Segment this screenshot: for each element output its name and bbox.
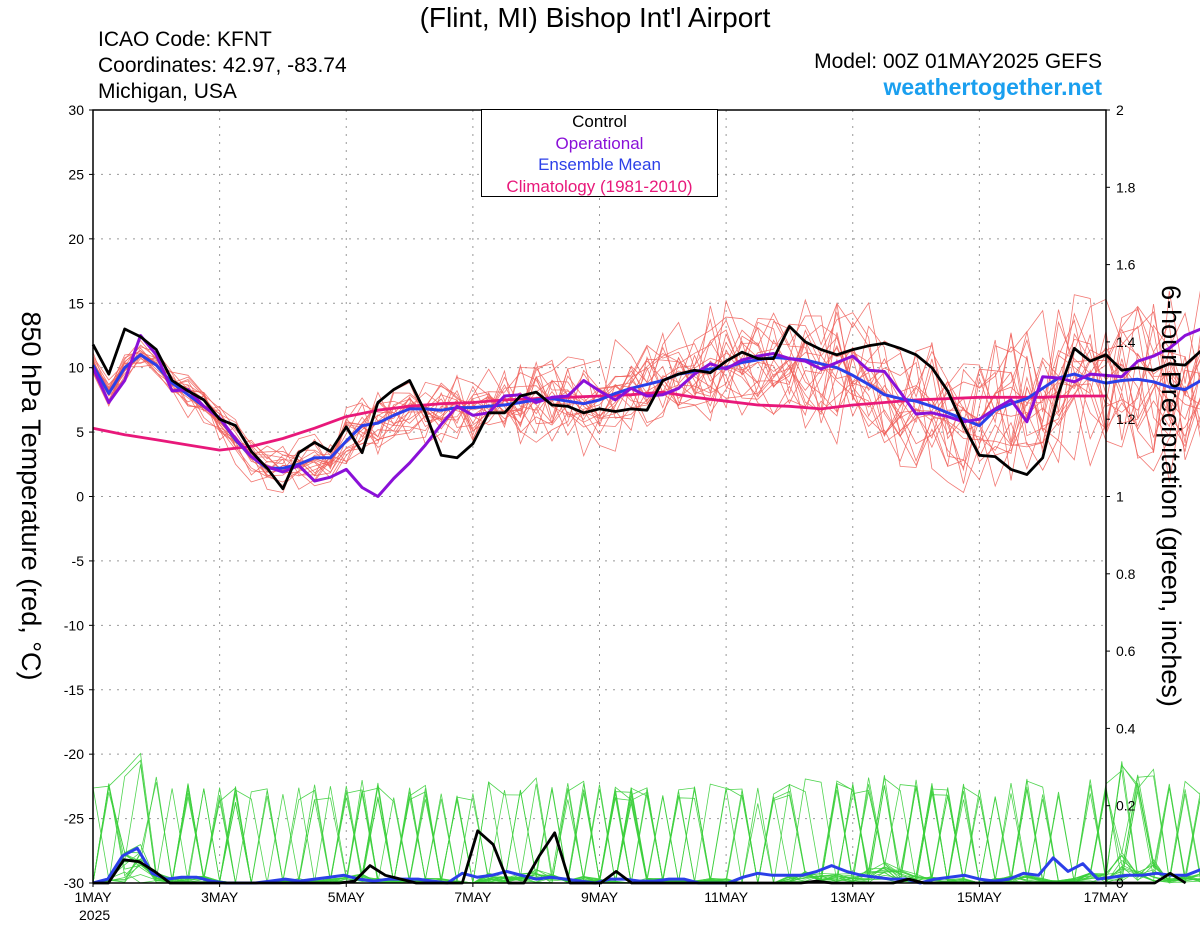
legend: Control Operational Ensemble Mean Climat… <box>481 109 718 197</box>
y-left-tick-label: -25 <box>64 811 84 827</box>
y-right-title: 6-hour Precipitation (green, inches) <box>1156 285 1186 707</box>
y-left-tick-label: 20 <box>68 231 84 247</box>
legend-operational: Operational <box>555 133 644 153</box>
y-right-tick-label: 1.6 <box>1116 257 1136 273</box>
y-left-tick-label: 30 <box>68 102 84 118</box>
x-tick-label: 15MAY <box>957 889 1003 905</box>
series-operational_temp <box>91 327 1200 498</box>
y-left-tick-label: 0 <box>76 489 84 505</box>
axis-titles: 850 hPa Temperature (red, °C) 6-hour Prec… <box>16 285 1186 707</box>
x-tick-label: 7MAY <box>454 889 492 905</box>
y-left-tick-label: 25 <box>68 166 84 182</box>
legend-control: Control <box>572 112 627 131</box>
ensemble-members <box>92 290 1200 884</box>
y-left-tick-label: 5 <box>76 424 84 440</box>
site-link[interactable]: weathertogether.net <box>883 74 1102 100</box>
axis-ticks: 302520151050-5-10-15-20-25-3021.81.61.41… <box>64 102 1136 923</box>
member-precip-line <box>92 785 1200 884</box>
x-tick-label: 17MAY <box>1084 889 1130 905</box>
chart-title: (Flint, MI) Bishop Int'l Airport <box>419 2 771 33</box>
y-right-tick-label: 1 <box>1116 489 1124 505</box>
y-left-tick-label: -10 <box>64 617 84 633</box>
legend-ensemble-mean: Ensemble Mean <box>538 155 661 174</box>
member-temp-line <box>92 301 1200 484</box>
series-mean_temp <box>91 353 1200 470</box>
x-tick-year: 2025 <box>79 907 110 923</box>
series-control_temp <box>91 324 1200 491</box>
legend-climatology: Climatology (1981-2010) <box>506 176 693 196</box>
y-right-tick-label: 1.2 <box>1116 411 1136 427</box>
y-right-tick-label: 0 <box>1116 875 1124 891</box>
series <box>91 324 1200 885</box>
series-climatology_temp <box>92 390 1106 452</box>
y-right-tick-label: 0.6 <box>1116 643 1136 659</box>
x-tick-label: 13MAY <box>830 889 876 905</box>
member-precip-line <box>92 788 1200 884</box>
y-right-tick-label: 2 <box>1116 102 1124 118</box>
member-temp-line <box>92 308 1200 476</box>
series-mean_precip <box>92 846 1200 885</box>
member-precip-line <box>92 777 1200 884</box>
y-left-tick-label: -30 <box>64 875 84 891</box>
y-right-tick-label: 0.2 <box>1116 798 1136 814</box>
member-precip-line <box>92 783 1200 884</box>
model-run: Model: 00Z 01MAY2025 GEFS <box>814 50 1102 73</box>
coordinates: Coordinates: 42.97, -83.74 <box>98 54 347 77</box>
icao-code: ICAO Code: KFNT <box>98 28 272 51</box>
region: Michigan, USA <box>98 80 237 103</box>
member-temp-line <box>92 298 1200 482</box>
y-right-tick-label: 0.4 <box>1116 720 1136 736</box>
x-tick-label: 11MAY <box>704 889 748 905</box>
grid <box>93 110 1106 883</box>
member-temp-line <box>92 294 1200 488</box>
y-left-tick-label: 10 <box>68 360 84 376</box>
y-left-tick-label: 15 <box>68 295 84 311</box>
x-tick-label: 1MAY <box>74 889 112 905</box>
member-precip-line <box>92 759 1200 884</box>
x-tick-label: 3MAY <box>201 889 239 905</box>
member-temp-line <box>92 307 1200 477</box>
x-tick-label: 5MAY <box>328 889 366 905</box>
y-right-tick-label: 0.8 <box>1116 566 1136 582</box>
y-right-tick-label: 1.8 <box>1116 179 1136 195</box>
y-left-title: 850 hPa Temperature (red, °C) <box>16 312 46 681</box>
y-left-tick-label: -20 <box>64 746 84 762</box>
y-left-tick-label: -5 <box>72 553 85 569</box>
y-left-tick-label: -15 <box>64 682 84 698</box>
member-temp-line <box>92 328 1200 473</box>
y-right-tick-label: 1.4 <box>1116 334 1136 350</box>
x-tick-label: 9MAY <box>581 889 619 905</box>
